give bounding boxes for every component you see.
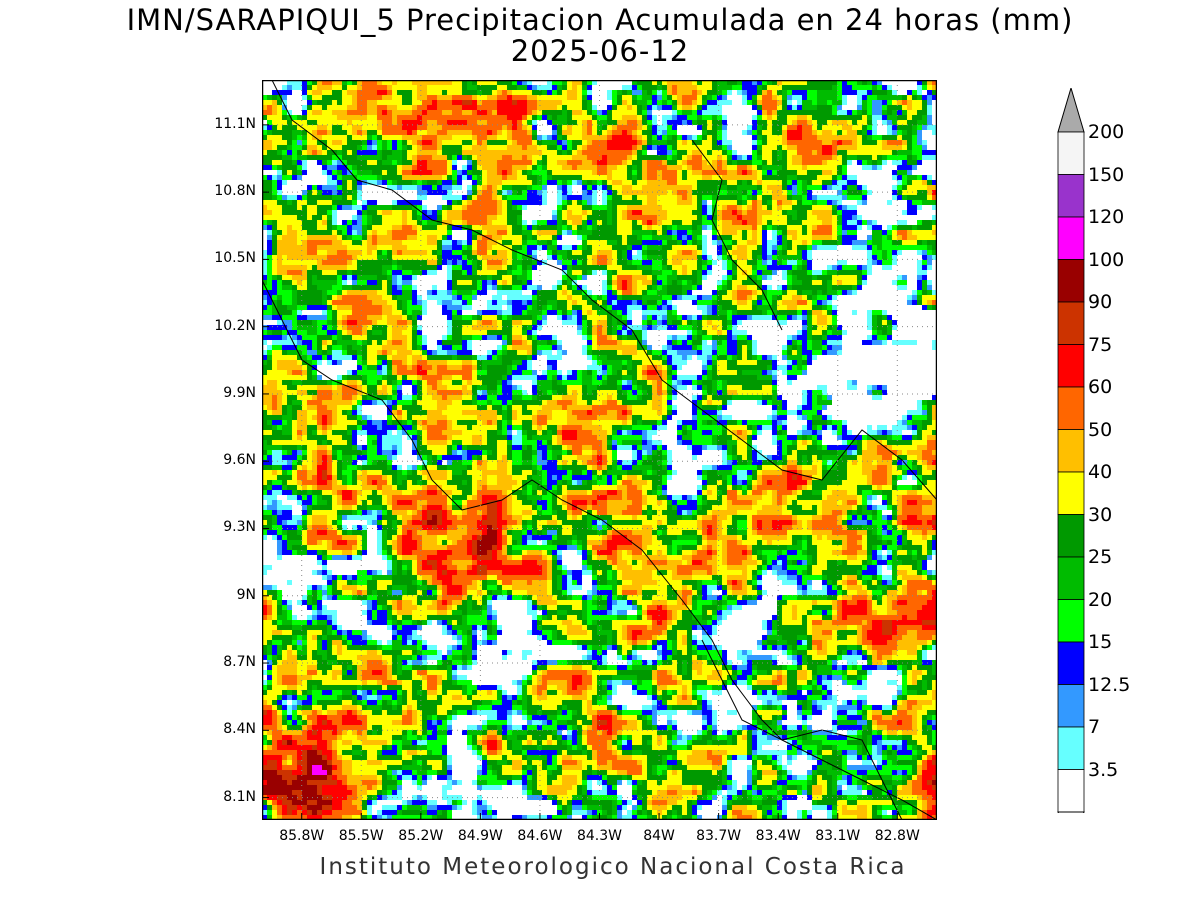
colorbar-swatch [1057,641,1085,685]
colorbar-swatch [1057,344,1085,388]
colorbar-level-label: 25 [1088,546,1112,568]
lon-tick-label: 85.2W [386,828,456,844]
colorbar-level-label: 60 [1088,376,1112,398]
map-date: 2025-06-12 [0,35,1200,67]
colorbar-level-label: 3.5 [1088,759,1118,781]
colorbar-level-label: 90 [1088,291,1112,313]
colorbar-swatch [1057,259,1085,303]
coastline-border-line [271,80,937,501]
lon-tick-label: 84.6W [505,828,575,844]
precipitation-field [262,80,937,820]
lat-tick-label: 9N [196,587,256,603]
colorbar-swatch [1057,556,1085,600]
colorbar-level-label: 50 [1088,419,1112,441]
coastline-border-line [262,279,783,741]
colorbar-level-label: 200 [1088,121,1124,143]
lon-tick-label: 83.1W [803,828,873,844]
colorbar-swatch [1057,514,1085,558]
lon-tick-label: 83.4W [743,828,813,844]
lon-tick-label: 83.7W [684,828,754,844]
lat-tick-label: 8.7N [196,654,256,670]
colorbar-level-label: 75 [1088,334,1112,356]
coastline-border-line [781,739,937,820]
colorbar-level-label: 120 [1088,206,1124,228]
lat-tick-label: 8.1N [196,789,256,805]
colorbar-level-label: 20 [1088,589,1112,611]
lon-tick-label: 82.8W [862,828,932,844]
colorbar-swatch [1057,726,1085,770]
colorbar-swatch [1057,216,1085,260]
lat-tick-label: 11.1N [196,116,256,132]
colorbar [1057,88,1085,813]
colorbar-swatch [1057,684,1085,728]
colorbar-swatch [1057,131,1085,175]
colorbar-level-label: 12.5 [1088,674,1130,696]
lat-tick-label: 10.8N [196,183,256,199]
precipitation-map [262,80,937,820]
lat-tick-label: 9.3N [196,519,256,535]
lat-tick-label: 10.2N [196,318,256,334]
coastline-border-line [701,639,903,820]
colorbar-top-arrow [1057,88,1085,133]
lon-tick-label: 85.5W [326,828,396,844]
colorbar-bottom-arrow [1057,811,1085,813]
colorbar-swatch [1057,769,1085,813]
colorbar-swatch [1057,386,1085,430]
lat-tick-label: 10.5N [196,250,256,266]
coastline-border-line [691,139,783,331]
colorbar-level-label: 30 [1088,504,1112,526]
lon-tick-label: 85.8W [267,828,337,844]
footer-credit: Instituto Meteorologico Nacional Costa R… [0,854,1200,880]
colorbar-swatch [1057,301,1085,345]
colorbar-level-label: 40 [1088,461,1112,483]
lon-tick-label: 84.3W [565,828,635,844]
colorbar-swatch [1057,174,1085,218]
colorbar-swatch [1057,471,1085,515]
colorbar-level-label: 150 [1088,164,1124,186]
colorbar-level-label: 7 [1088,716,1100,738]
colorbar-swatch [1057,429,1085,473]
colorbar-swatch [1057,599,1085,643]
colorbar-level-label: 100 [1088,249,1124,271]
map-title: IMN/SARAPIQUI_5 Precipitacion Acumulada … [0,4,1200,36]
lon-tick-label: 84W [624,828,694,844]
lon-tick-label: 84.9W [445,828,515,844]
lat-tick-label: 9.9N [196,385,256,401]
lat-tick-label: 9.6N [196,452,256,468]
colorbar-level-label: 15 [1088,631,1112,653]
lat-tick-label: 8.4N [196,721,256,737]
